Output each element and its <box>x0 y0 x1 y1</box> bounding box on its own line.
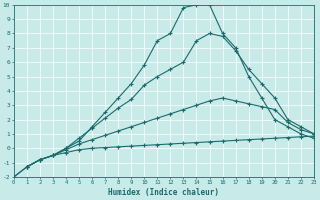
X-axis label: Humidex (Indice chaleur): Humidex (Indice chaleur) <box>108 188 220 197</box>
